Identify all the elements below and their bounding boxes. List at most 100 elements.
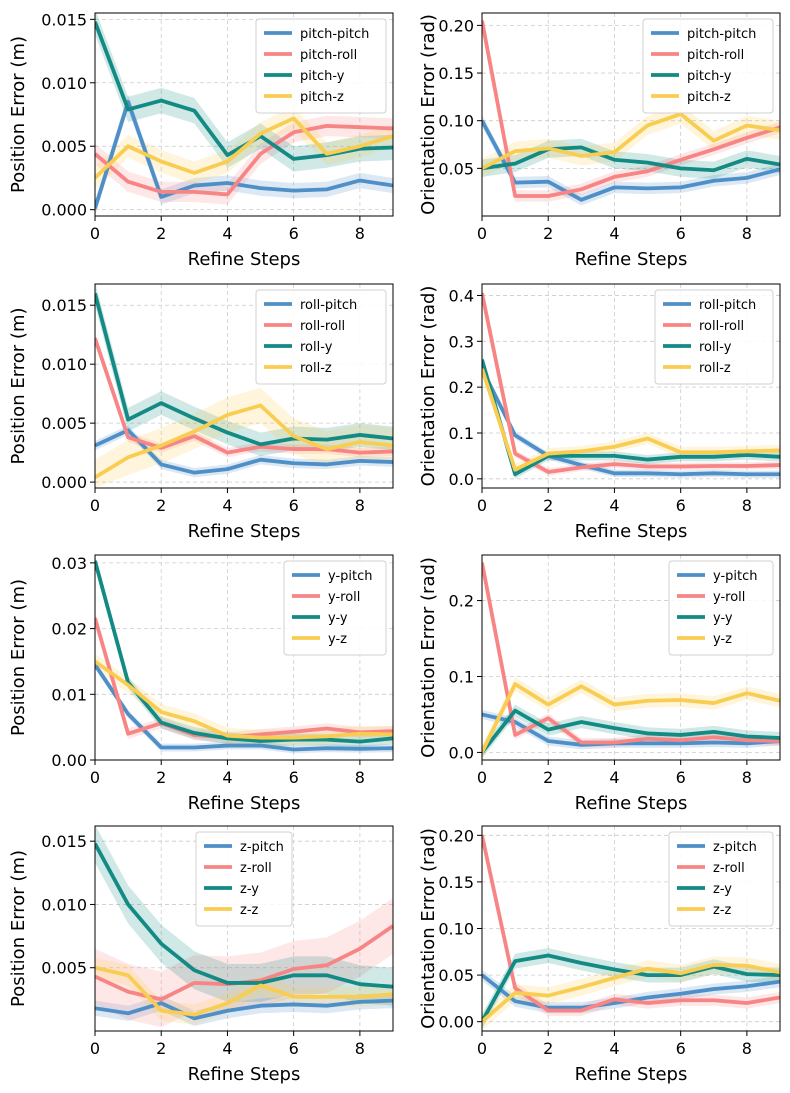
- x-tick-label: 4: [222, 768, 232, 787]
- series-line-y-roll: [482, 562, 780, 745]
- legend: z-pitch z-roll z-y z-z: [195, 831, 293, 927]
- legend-label: z-pitch: [240, 840, 284, 855]
- series-band-y-z: [95, 653, 393, 746]
- x-tick-label: 6: [289, 224, 299, 243]
- x-axis-label: Refine Steps: [575, 521, 688, 542]
- legend: pitch-pitch pitch-roll pitch-y pitch-z: [642, 18, 774, 114]
- plot-frame: [94, 12, 394, 217]
- y-tick-label: 0.005: [41, 959, 87, 978]
- x-axis-label: Refine Steps: [575, 249, 688, 270]
- legend-label: y-z: [713, 632, 732, 647]
- legend-label: pitch-y: [687, 69, 732, 84]
- x-tick-label: 0: [90, 496, 100, 515]
- x-tick-label: 8: [742, 768, 752, 787]
- series-line-pitch-pitch: [95, 99, 393, 209]
- series-band-z-z: [482, 956, 780, 1031]
- x-tick-label: 6: [289, 1039, 299, 1058]
- x-tick-label: 0: [477, 1039, 487, 1058]
- x-tick-label: 0: [90, 768, 100, 787]
- series-line-roll-y: [482, 359, 780, 477]
- legend-label: z-roll: [240, 861, 272, 876]
- legend-label: pitch-roll: [300, 48, 357, 63]
- plot-area: [95, 555, 393, 754]
- legend-label: pitch-z: [300, 90, 344, 105]
- x-tick-label: 0: [477, 224, 487, 243]
- series-band-roll-z: [482, 363, 780, 476]
- y-axis-label: Position Error (m): [8, 579, 29, 736]
- y-tick-label: 0.010: [41, 355, 87, 374]
- x-tick-label: 0: [477, 768, 487, 787]
- series-line-roll-pitch: [95, 428, 393, 475]
- y-tick-label: 0.10: [438, 920, 474, 939]
- series-band-pitch-y: [95, 13, 393, 172]
- plot-area: [482, 558, 780, 760]
- legend-label: roll-roll: [699, 319, 744, 334]
- x-tick-label: 4: [222, 1039, 232, 1058]
- chart-panel-3: 0 2 4 6 8 0.000 0.005 0.010 0.015 Refine Steps Pos…: [8, 283, 394, 542]
- chart-panel-1: 0 2 4 6 8 0.000 0.005 0.010 0.015 Refine Steps Pos…: [8, 10, 394, 270]
- y-tick-label: 0.20: [438, 826, 474, 845]
- x-tick-label: 2: [156, 496, 166, 515]
- y-tick-label: 0.4: [449, 286, 474, 305]
- series-band-z-pitch: [482, 969, 780, 1014]
- series-band-z-roll: [482, 829, 780, 1017]
- y-tick-label: 0.15: [438, 873, 474, 892]
- legend-frame: [255, 18, 387, 114]
- series-line-y-y: [95, 560, 393, 744]
- legend-label: z-pitch: [713, 840, 757, 855]
- plot-area: [95, 13, 393, 216]
- legend-label: y-pitch: [328, 569, 373, 584]
- x-tick-label: 2: [543, 224, 553, 243]
- x-tick-label: 2: [543, 1039, 553, 1058]
- plot-frame: [94, 825, 394, 1032]
- x-tick-label: 0: [90, 1039, 100, 1058]
- x-tick-label: 6: [289, 496, 299, 515]
- chart-panel-4: 0 2 4 6 8 0.0 0.1 0.2 0.3 0.4 Refine Steps Orientat…: [418, 283, 781, 542]
- series-band-pitch-pitch: [95, 94, 393, 216]
- x-axis-label: Refine Steps: [188, 793, 301, 814]
- y-tick-label: 0.05: [438, 159, 474, 178]
- x-tick-label: 6: [289, 768, 299, 787]
- x-tick-label: 6: [676, 1039, 686, 1058]
- legend-label: roll-pitch: [699, 298, 756, 313]
- legend-label: roll-pitch: [300, 298, 357, 313]
- legend-label: roll-z: [300, 361, 332, 376]
- series-line-roll-y: [95, 292, 393, 447]
- legend-frame: [642, 18, 774, 114]
- y-tick-label: 0.005: [41, 414, 87, 433]
- x-axis-label: Refine Steps: [188, 521, 301, 542]
- legend-label: y-pitch: [713, 569, 758, 584]
- legend: pitch-pitch pitch-roll pitch-y pitch-z: [255, 18, 387, 114]
- legend-frame: [283, 560, 387, 656]
- series-band-roll-y: [95, 284, 393, 457]
- x-tick-label: 6: [676, 768, 686, 787]
- plot-frame: [481, 12, 781, 217]
- legend-label: pitch-z: [687, 90, 731, 105]
- legend-label: pitch-y: [300, 69, 345, 84]
- x-tick-label: 8: [355, 768, 365, 787]
- y-tick-label: 0.005: [41, 137, 87, 156]
- x-tick-label: 6: [676, 496, 686, 515]
- x-tick-label: 6: [676, 224, 686, 243]
- plot-area: [482, 14, 780, 206]
- plot-frame: [481, 554, 781, 761]
- legend-label: z-z: [713, 903, 732, 918]
- legend: y-pitch y-roll y-y y-z: [668, 560, 774, 656]
- legend: y-pitch y-roll y-y y-z: [283, 560, 387, 656]
- y-tick-label: 0.015: [41, 832, 87, 851]
- y-axis-label: Orientation Error (rad): [418, 557, 439, 758]
- y-axis-label: Position Error (m): [8, 850, 29, 1007]
- x-axis-label: Refine Steps: [575, 793, 688, 814]
- y-axis-label: Position Error (m): [8, 36, 29, 193]
- y-axis-label: Orientation Error (rad): [418, 286, 439, 487]
- x-tick-label: 2: [156, 768, 166, 787]
- y-tick-label: 0.010: [41, 895, 87, 914]
- y-tick-label: 0.10: [438, 112, 474, 131]
- series-line-z-z: [95, 965, 393, 1017]
- series-line-roll-z: [482, 368, 780, 472]
- plot-area: [482, 289, 780, 479]
- y-tick-label: 0.05: [438, 966, 474, 985]
- legend-label: z-y: [240, 882, 259, 897]
- series-line-z-roll: [482, 834, 780, 1013]
- legend-label: roll-roll: [300, 319, 345, 334]
